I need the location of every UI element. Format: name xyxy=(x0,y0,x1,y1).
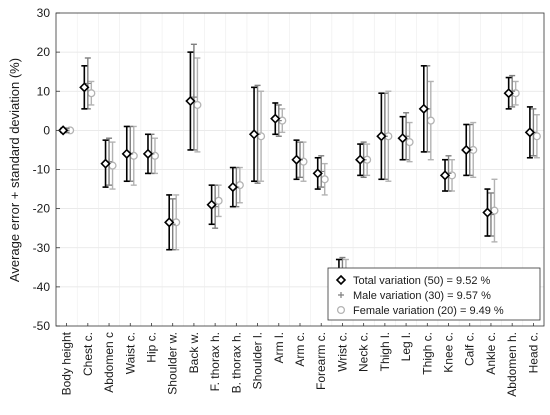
x-category-label: Arm c. xyxy=(293,332,307,367)
data-point-diamond xyxy=(397,133,408,144)
x-category-label: Hip c. xyxy=(144,332,158,363)
x-category-label: Neck c. xyxy=(357,332,371,372)
legend-label: Total variation (50) = 9.52 % xyxy=(353,275,490,287)
data-point-diamond xyxy=(164,217,175,228)
x-category-label: Abdomen h. xyxy=(505,332,519,397)
x-category-label: Chest c. xyxy=(81,332,95,376)
data-point-diamond xyxy=(355,154,366,165)
legend-label: Female variation (20) = 9.49 % xyxy=(353,305,504,317)
y-axis-title: Average error + standard deviation (%) xyxy=(7,58,22,282)
data-point-diamond xyxy=(524,127,536,138)
x-category-label: Shoulder w. xyxy=(166,332,180,395)
x-category-label: Calf c. xyxy=(463,332,477,366)
legend-label: Male variation (30) = 9.57 % xyxy=(353,290,491,302)
y-tick-label: -50 xyxy=(33,319,51,333)
x-category-label: Back w. xyxy=(187,332,201,373)
data-point-diamond xyxy=(270,113,281,124)
data-point-diamond xyxy=(206,199,217,210)
data-point-circle xyxy=(193,100,202,109)
data-point-circle xyxy=(405,138,414,147)
x-category-label: Waist c. xyxy=(123,332,137,374)
series-layer xyxy=(57,43,541,288)
data-point-diamond xyxy=(142,148,154,159)
data-point-diamond xyxy=(57,125,69,136)
grid-lines xyxy=(56,51,544,288)
x-category-label: Forearm c. xyxy=(314,332,328,390)
data-point-diamond xyxy=(248,129,260,140)
data-point-diamond xyxy=(376,131,387,142)
data-point-circle xyxy=(214,196,223,205)
data-point-diamond xyxy=(418,103,429,114)
x-category-label: Shoulder l. xyxy=(251,332,265,389)
data-point-diamond xyxy=(503,88,514,99)
data-point-diamond xyxy=(185,95,196,107)
legend-marker-diamond xyxy=(335,274,347,286)
x-category-label: Arm l. xyxy=(272,332,286,363)
x-category-label: Thigh l. xyxy=(378,332,392,371)
x-axis-category-labels: Body height Chest c. Abdomen c Waist c. Hip … xyxy=(60,323,540,397)
data-point-diamond xyxy=(439,170,451,181)
data-point-circle xyxy=(320,175,329,184)
data-point-circle xyxy=(87,89,96,98)
data-point-diamond xyxy=(79,82,90,93)
y-tick-label: -30 xyxy=(33,241,51,255)
x-category-label: Head c. xyxy=(526,332,540,373)
x-category-label: Wrist c. xyxy=(335,332,349,372)
legend-box xyxy=(327,267,541,321)
data-point-diamond xyxy=(291,154,302,165)
x-category-label: Leg l. xyxy=(399,332,413,361)
data-point-plus xyxy=(84,80,91,87)
x-category-label: Thigh c. xyxy=(420,332,434,375)
x-category-label: Abdomen c xyxy=(102,332,116,393)
data-point-plus xyxy=(190,94,197,101)
y-axis-ticks: -50 -40 -30 -20 -10 0 10 20 30 xyxy=(33,6,60,333)
data-point-diamond xyxy=(482,207,493,218)
legend-marker-circle xyxy=(336,305,346,315)
data-point-diamond xyxy=(312,168,323,179)
series-diamond xyxy=(57,51,536,288)
data-point-diamond xyxy=(461,144,472,156)
y-tick-label: 0 xyxy=(43,123,50,137)
y-tick-label: 20 xyxy=(37,45,51,59)
data-point-diamond xyxy=(100,158,111,169)
y-tick-label: 30 xyxy=(37,6,51,20)
x-category-label: Ankle c. xyxy=(484,332,498,375)
y-tick-label: 10 xyxy=(37,84,51,98)
legend: Total variation (50) = 9.52 % Male variat… xyxy=(327,267,541,321)
y-tick-label: -40 xyxy=(33,280,51,294)
y-tick-label: -10 xyxy=(33,163,51,177)
data-point-diamond xyxy=(121,148,132,159)
data-point-circle xyxy=(532,132,541,141)
y-tick-label: -20 xyxy=(33,202,51,216)
x-category-label: Body height xyxy=(60,331,74,395)
x-category-label: B. thorax h. xyxy=(229,332,243,393)
x-category-label: F. thorax h. xyxy=(208,332,222,391)
legend-marker-plus xyxy=(338,292,344,298)
data-point-diamond xyxy=(227,181,238,193)
data-point-circle xyxy=(426,116,435,125)
x-category-label: Knee c. xyxy=(442,332,456,373)
